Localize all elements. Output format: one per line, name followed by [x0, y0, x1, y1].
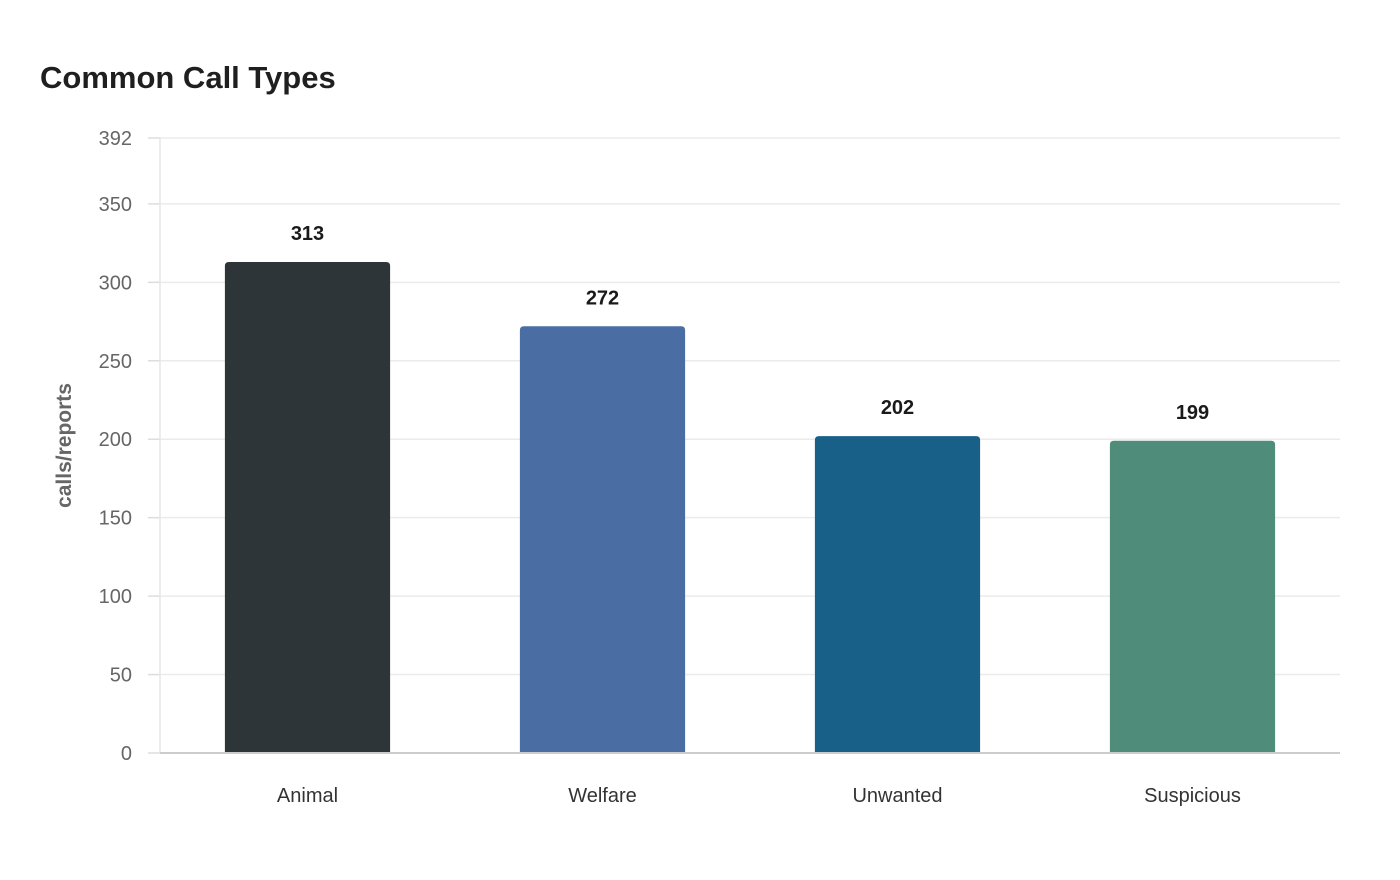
y-tick-label: 100: [99, 586, 132, 608]
data-label: 202: [881, 397, 914, 419]
data-label: 199: [1176, 402, 1209, 424]
x-tick-label: Animal: [277, 785, 338, 807]
x-tick-label: Welfare: [568, 785, 637, 807]
axes: [148, 137, 1340, 754]
bar-welfare: [519, 326, 686, 753]
bar-suspicious: [1109, 440, 1276, 753]
y-tick-label: 50: [110, 665, 132, 687]
y-axis-title: calls/reports: [53, 383, 76, 508]
chart-title: Common Call Types: [40, 60, 336, 95]
x-tick-label: Unwanted: [852, 785, 942, 807]
y-tick-label: 350: [99, 194, 132, 216]
y-tick-label: 300: [99, 272, 132, 294]
y-tick-label: 0: [121, 743, 132, 765]
x-tick-label: Suspicious: [1144, 785, 1241, 807]
labels: 0 50 100 150 200 250 300 350 392 313 Animal 272 Welf…: [53, 128, 1241, 807]
data-label: 313: [291, 223, 324, 245]
bar-animal: [224, 261, 391, 753]
y-tick-label: 250: [99, 351, 132, 373]
bar-unwanted: [814, 436, 981, 753]
y-tick-label: 150: [99, 508, 132, 530]
y-tick-label: 200: [99, 429, 132, 451]
bars: [224, 261, 1276, 753]
data-label: 272: [586, 287, 619, 309]
y-tick-label: 392: [99, 128, 132, 150]
